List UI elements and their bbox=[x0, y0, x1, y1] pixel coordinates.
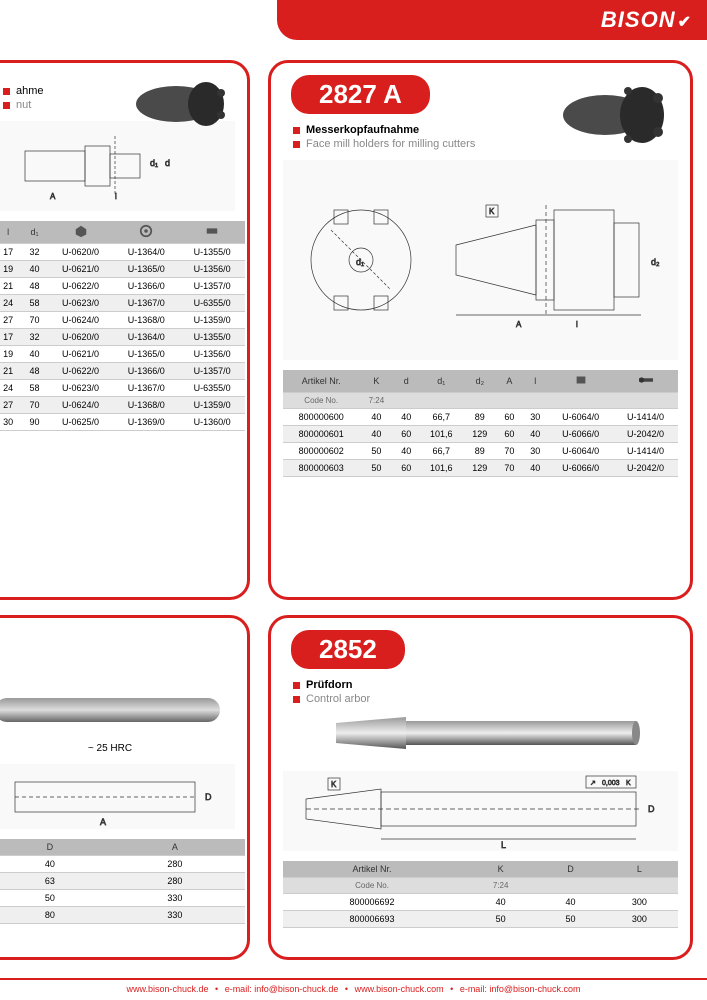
table-tl: ld₁ 1732U-0620/0U-1364/0U-1355/01940U-06… bbox=[0, 221, 245, 431]
header-bar: BISON bbox=[277, 0, 707, 40]
table-row: 2770U-0624/0U-1368/0U-1359/0 bbox=[0, 312, 245, 329]
table-tr: Artikel Nr.K dd₁ d₂A l Code No.7:24 8000… bbox=[283, 370, 678, 477]
footer-email1-label: e-mail: bbox=[225, 984, 252, 994]
table-row: 8000066924040300 bbox=[283, 894, 678, 911]
svg-text:D: D bbox=[205, 792, 212, 802]
product-image-tl bbox=[121, 69, 241, 144]
table-row: 1732U-0620/0U-1364/0U-1355/0 bbox=[0, 244, 245, 261]
panel-top-right: 2827 A Messerkopfaufnahme Face mill hold… bbox=[268, 60, 693, 600]
svg-text:A: A bbox=[100, 817, 106, 827]
table-bl: DA 40280632805033080330 bbox=[0, 839, 245, 924]
hrc-label: ~ 25 HRC bbox=[0, 743, 235, 754]
svg-text:d₂: d₂ bbox=[651, 257, 660, 267]
footer-email2: info@bison-chuck.com bbox=[489, 984, 580, 994]
svg-text:d₁: d₁ bbox=[150, 158, 158, 168]
svg-text:K: K bbox=[489, 207, 495, 216]
footer: www.bison-chuck.de • e-mail: info@bison-… bbox=[0, 978, 707, 994]
footer-email2-label: e-mail: bbox=[460, 984, 487, 994]
table-row: 8000006014060101,61296040U-6066/0U-2042/… bbox=[283, 426, 678, 443]
table-row: 2770U-0624/0U-1368/0U-1359/0 bbox=[0, 397, 245, 414]
footer-url1: www.bison-chuck.de bbox=[126, 984, 208, 994]
table-row: 8000066935050300 bbox=[283, 911, 678, 928]
svg-text:0,003: 0,003 bbox=[602, 780, 620, 787]
footer-email1: info@bison-chuck.de bbox=[254, 984, 338, 994]
svg-text:l: l bbox=[115, 192, 117, 201]
panel-bottom-right: 2852 Prüfdorn Control arbor K ↗ 0,003 K … bbox=[268, 615, 693, 960]
product-image-br bbox=[283, 711, 678, 761]
subtitle-br-2: Control arbor bbox=[293, 693, 678, 705]
technical-drawing-tr: d₁ K Al d₂ bbox=[283, 160, 678, 360]
badge-2852: 2852 bbox=[291, 630, 405, 669]
product-image-tr bbox=[550, 73, 680, 163]
table-row: 2458U-0623/0U-1367/0U-6355/0 bbox=[0, 380, 245, 397]
footer-url2: www.bison-chuck.com bbox=[355, 984, 444, 994]
brand-logo: BISON bbox=[601, 7, 692, 33]
subtitle-br-1: Prüfdorn bbox=[293, 679, 678, 691]
table-row: 2148U-0622/0U-1366/0U-1357/0 bbox=[0, 363, 245, 380]
table-row: 80330 bbox=[0, 907, 245, 924]
table-row: 63280 bbox=[0, 873, 245, 890]
table-row: 1940U-0621/0U-1365/0U-1356/0 bbox=[0, 346, 245, 363]
panel-bottom-left: ~ 25 HRC AD DA 40280632805033080330 bbox=[0, 615, 250, 960]
svg-text:A: A bbox=[516, 320, 522, 329]
table-row: 1940U-0621/0U-1365/0U-1356/0 bbox=[0, 261, 245, 278]
table-row: 3090U-0625/0U-1369/0U-1360/0 bbox=[0, 414, 245, 431]
svg-text:↗: ↗ bbox=[590, 780, 596, 787]
technical-drawing-br: K ↗ 0,003 K L D bbox=[283, 771, 678, 851]
table-row: 2148U-0622/0U-1366/0U-1357/0 bbox=[0, 278, 245, 295]
svg-text:d: d bbox=[165, 158, 170, 168]
svg-text:L: L bbox=[501, 840, 506, 849]
table-row: 1732U-0620/0U-1364/0U-1355/0 bbox=[0, 329, 245, 346]
table-row: 8000006035060101,61297040U-6066/0U-2042/… bbox=[283, 460, 678, 477]
svg-text:K: K bbox=[626, 780, 631, 787]
panel-top-left: ahme nut Al d₁d ld₁ 1732U-0620/0U-1364/0… bbox=[0, 60, 250, 600]
table-row: 2458U-0623/0U-1367/0U-6355/0 bbox=[0, 295, 245, 312]
svg-text:A: A bbox=[50, 192, 56, 201]
table-br: Artikel Nr.KDL Code No.7:24 800006692404… bbox=[283, 861, 678, 928]
svg-text:D: D bbox=[648, 804, 655, 814]
svg-text:l: l bbox=[576, 320, 578, 329]
table-row: 50330 bbox=[0, 890, 245, 907]
product-image-bl bbox=[0, 690, 235, 735]
table-row: 800000600404066,7896030U-6064/0U-1414/0 bbox=[283, 409, 678, 426]
svg-text:K: K bbox=[331, 780, 337, 789]
badge-2827a: 2827 A bbox=[291, 75, 430, 114]
table-row: 40280 bbox=[0, 856, 245, 873]
technical-drawing-bl: AD bbox=[0, 764, 235, 829]
table-row: 800000602504066,7897030U-6064/0U-1414/0 bbox=[283, 443, 678, 460]
svg-text:d₁: d₁ bbox=[356, 257, 364, 267]
